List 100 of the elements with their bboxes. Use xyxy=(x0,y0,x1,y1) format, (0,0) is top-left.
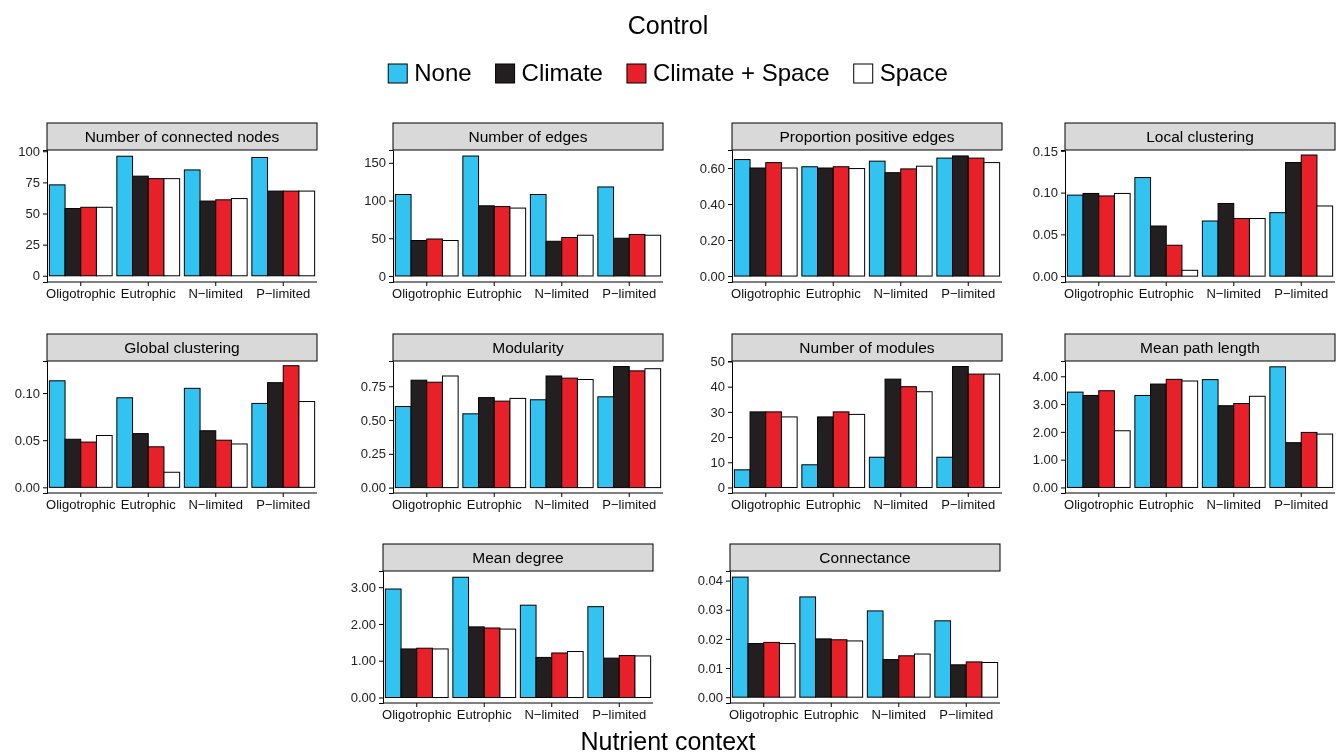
y-tick-label: 3.00 xyxy=(1032,396,1058,412)
chart-title: Mean degree xyxy=(472,549,564,566)
y-tick-label: 75 xyxy=(25,175,40,191)
x-tick-label: Eutrophic xyxy=(803,707,860,723)
x-tick-label: Oligotrophic xyxy=(1064,286,1134,302)
x-tick-label: N−limited xyxy=(534,286,590,302)
x-tick-label: N−limited xyxy=(873,497,929,513)
y-tick-label: 0.00 xyxy=(1032,268,1058,284)
x-tick-label: N−limited xyxy=(1206,497,1262,513)
x-tick-label: P−limited xyxy=(602,286,657,302)
y-tick-label: 0.25 xyxy=(360,446,386,462)
x-tick-label: N−limited xyxy=(1206,286,1262,302)
x-tick-label: Eutrophic xyxy=(456,707,513,723)
y-tick-label: 100 xyxy=(18,143,40,159)
y-tick-label: 0.15 xyxy=(1032,143,1058,159)
legend-label: Space xyxy=(879,59,948,86)
y-tick-label: 2.00 xyxy=(350,616,376,632)
y-tick-label: 0.20 xyxy=(699,232,725,248)
y-tick-label: 150 xyxy=(364,155,386,171)
chart-title: Modularity xyxy=(492,339,564,356)
y-tick-label: 0.50 xyxy=(360,412,386,428)
x-tick-label: Oligotrophic xyxy=(731,497,801,513)
y-tick-label: 30 xyxy=(710,404,725,420)
text: Nutrient context xyxy=(580,727,756,754)
y-tick-label: 50 xyxy=(371,230,386,246)
legend-label: Climate xyxy=(521,59,603,86)
y-tick-label: 0.75 xyxy=(360,378,386,394)
x-tick-label: P−limited xyxy=(941,497,996,513)
y-tick-label: 0.00 xyxy=(697,689,723,705)
chart-title: Number of edges xyxy=(468,128,588,145)
y-tick-label: 0 xyxy=(378,268,386,284)
x-tick-label: Oligotrophic xyxy=(392,497,462,513)
y-tick-label: 50 xyxy=(710,354,725,370)
text: Control xyxy=(627,11,709,39)
y-tick-label: 1.00 xyxy=(350,653,376,669)
y-tick-label: 20 xyxy=(710,429,725,445)
y-tick-label: 100 xyxy=(364,193,386,209)
x-tick-label: P−limited xyxy=(1274,286,1329,302)
chart-title: Global clustering xyxy=(124,339,240,356)
x-tick-label: Oligotrophic xyxy=(729,707,799,723)
y-tick-label: 0.04 xyxy=(697,573,723,589)
y-tick-label: 0.00 xyxy=(350,690,376,706)
y-tick-label: 0.00 xyxy=(14,480,40,495)
x-tick-label: P−limited xyxy=(1274,497,1329,513)
y-tick-label: 0.00 xyxy=(360,480,386,496)
y-tick-label: 1.00 xyxy=(1032,452,1058,468)
y-tick-label: 0.03 xyxy=(697,602,723,618)
chart-title: Number of connected nodes xyxy=(84,128,280,145)
x-tick-label: Oligotrophic xyxy=(46,497,116,513)
y-tick-label: 0.10 xyxy=(14,385,40,401)
x-tick-label: Oligotrophic xyxy=(731,286,801,302)
x-tick-label: P−limited xyxy=(256,497,311,513)
y-tick-label: 2.00 xyxy=(1032,424,1058,440)
y-tick-label: 0.05 xyxy=(1032,227,1058,243)
legend-label: Climate + Space xyxy=(652,59,830,86)
y-tick-label: 0.05 xyxy=(14,432,40,448)
y-tick-label: 3.00 xyxy=(350,579,376,595)
chart-title: Proportion positive edges xyxy=(779,128,955,145)
x-tick-label: P−limited xyxy=(602,497,657,513)
x-tick-label: Eutrophic xyxy=(805,497,862,513)
x-tick-label: N−limited xyxy=(871,707,927,723)
x-tick-label: P−limited xyxy=(941,286,996,302)
x-tick-label: Oligotrophic xyxy=(46,286,116,302)
y-tick-label: 0.10 xyxy=(1032,185,1058,201)
y-tick-label: 50 xyxy=(25,206,40,222)
y-tick-label: 4.00 xyxy=(1032,368,1058,384)
x-tick-label: Oligotrophic xyxy=(1064,497,1134,513)
y-tick-label: 0.00 xyxy=(1032,480,1058,496)
chart-title: Local clustering xyxy=(1146,128,1254,145)
x-tick-label: Oligotrophic xyxy=(392,286,462,302)
x-tick-label: Oligotrophic xyxy=(382,707,452,723)
x-tick-label: N−limited xyxy=(534,497,590,513)
y-tick-label: 40 xyxy=(710,379,725,395)
x-tick-label: N−limited xyxy=(524,707,580,723)
y-tick-label: 0 xyxy=(32,268,40,284)
chart-title: Number of modules xyxy=(799,339,935,356)
x-tick-label: N−limited xyxy=(873,286,929,302)
x-tick-label: Eutrophic xyxy=(120,497,177,513)
y-tick-label: 0 xyxy=(717,480,725,496)
x-tick-label: N−limited xyxy=(188,286,244,302)
y-tick-label: 0.00 xyxy=(699,268,725,284)
x-tick-label: P−limited xyxy=(592,707,647,723)
x-tick-label: Eutrophic xyxy=(1138,286,1195,302)
x-tick-label: Eutrophic xyxy=(466,286,523,302)
x-tick-label: Eutrophic xyxy=(1138,497,1195,513)
y-tick-label: 25 xyxy=(25,237,40,253)
y-tick-label: 10 xyxy=(710,454,725,470)
chart-title: Connectance xyxy=(819,549,911,566)
legend-label: None xyxy=(414,59,472,86)
chart-title: Mean path length xyxy=(1140,339,1260,356)
x-tick-label: P−limited xyxy=(256,286,311,302)
y-tick-label: 0.02 xyxy=(697,631,723,647)
x-tick-label: N−limited xyxy=(188,497,244,513)
x-tick-label: Eutrophic xyxy=(120,286,177,302)
x-tick-label: P−limited xyxy=(939,707,994,723)
y-tick-label: 0.01 xyxy=(697,660,723,676)
y-tick-label: 0.60 xyxy=(699,160,725,176)
y-tick-label: 0.40 xyxy=(699,196,725,212)
x-tick-label: Eutrophic xyxy=(805,286,862,302)
x-tick-label: Eutrophic xyxy=(466,497,523,513)
